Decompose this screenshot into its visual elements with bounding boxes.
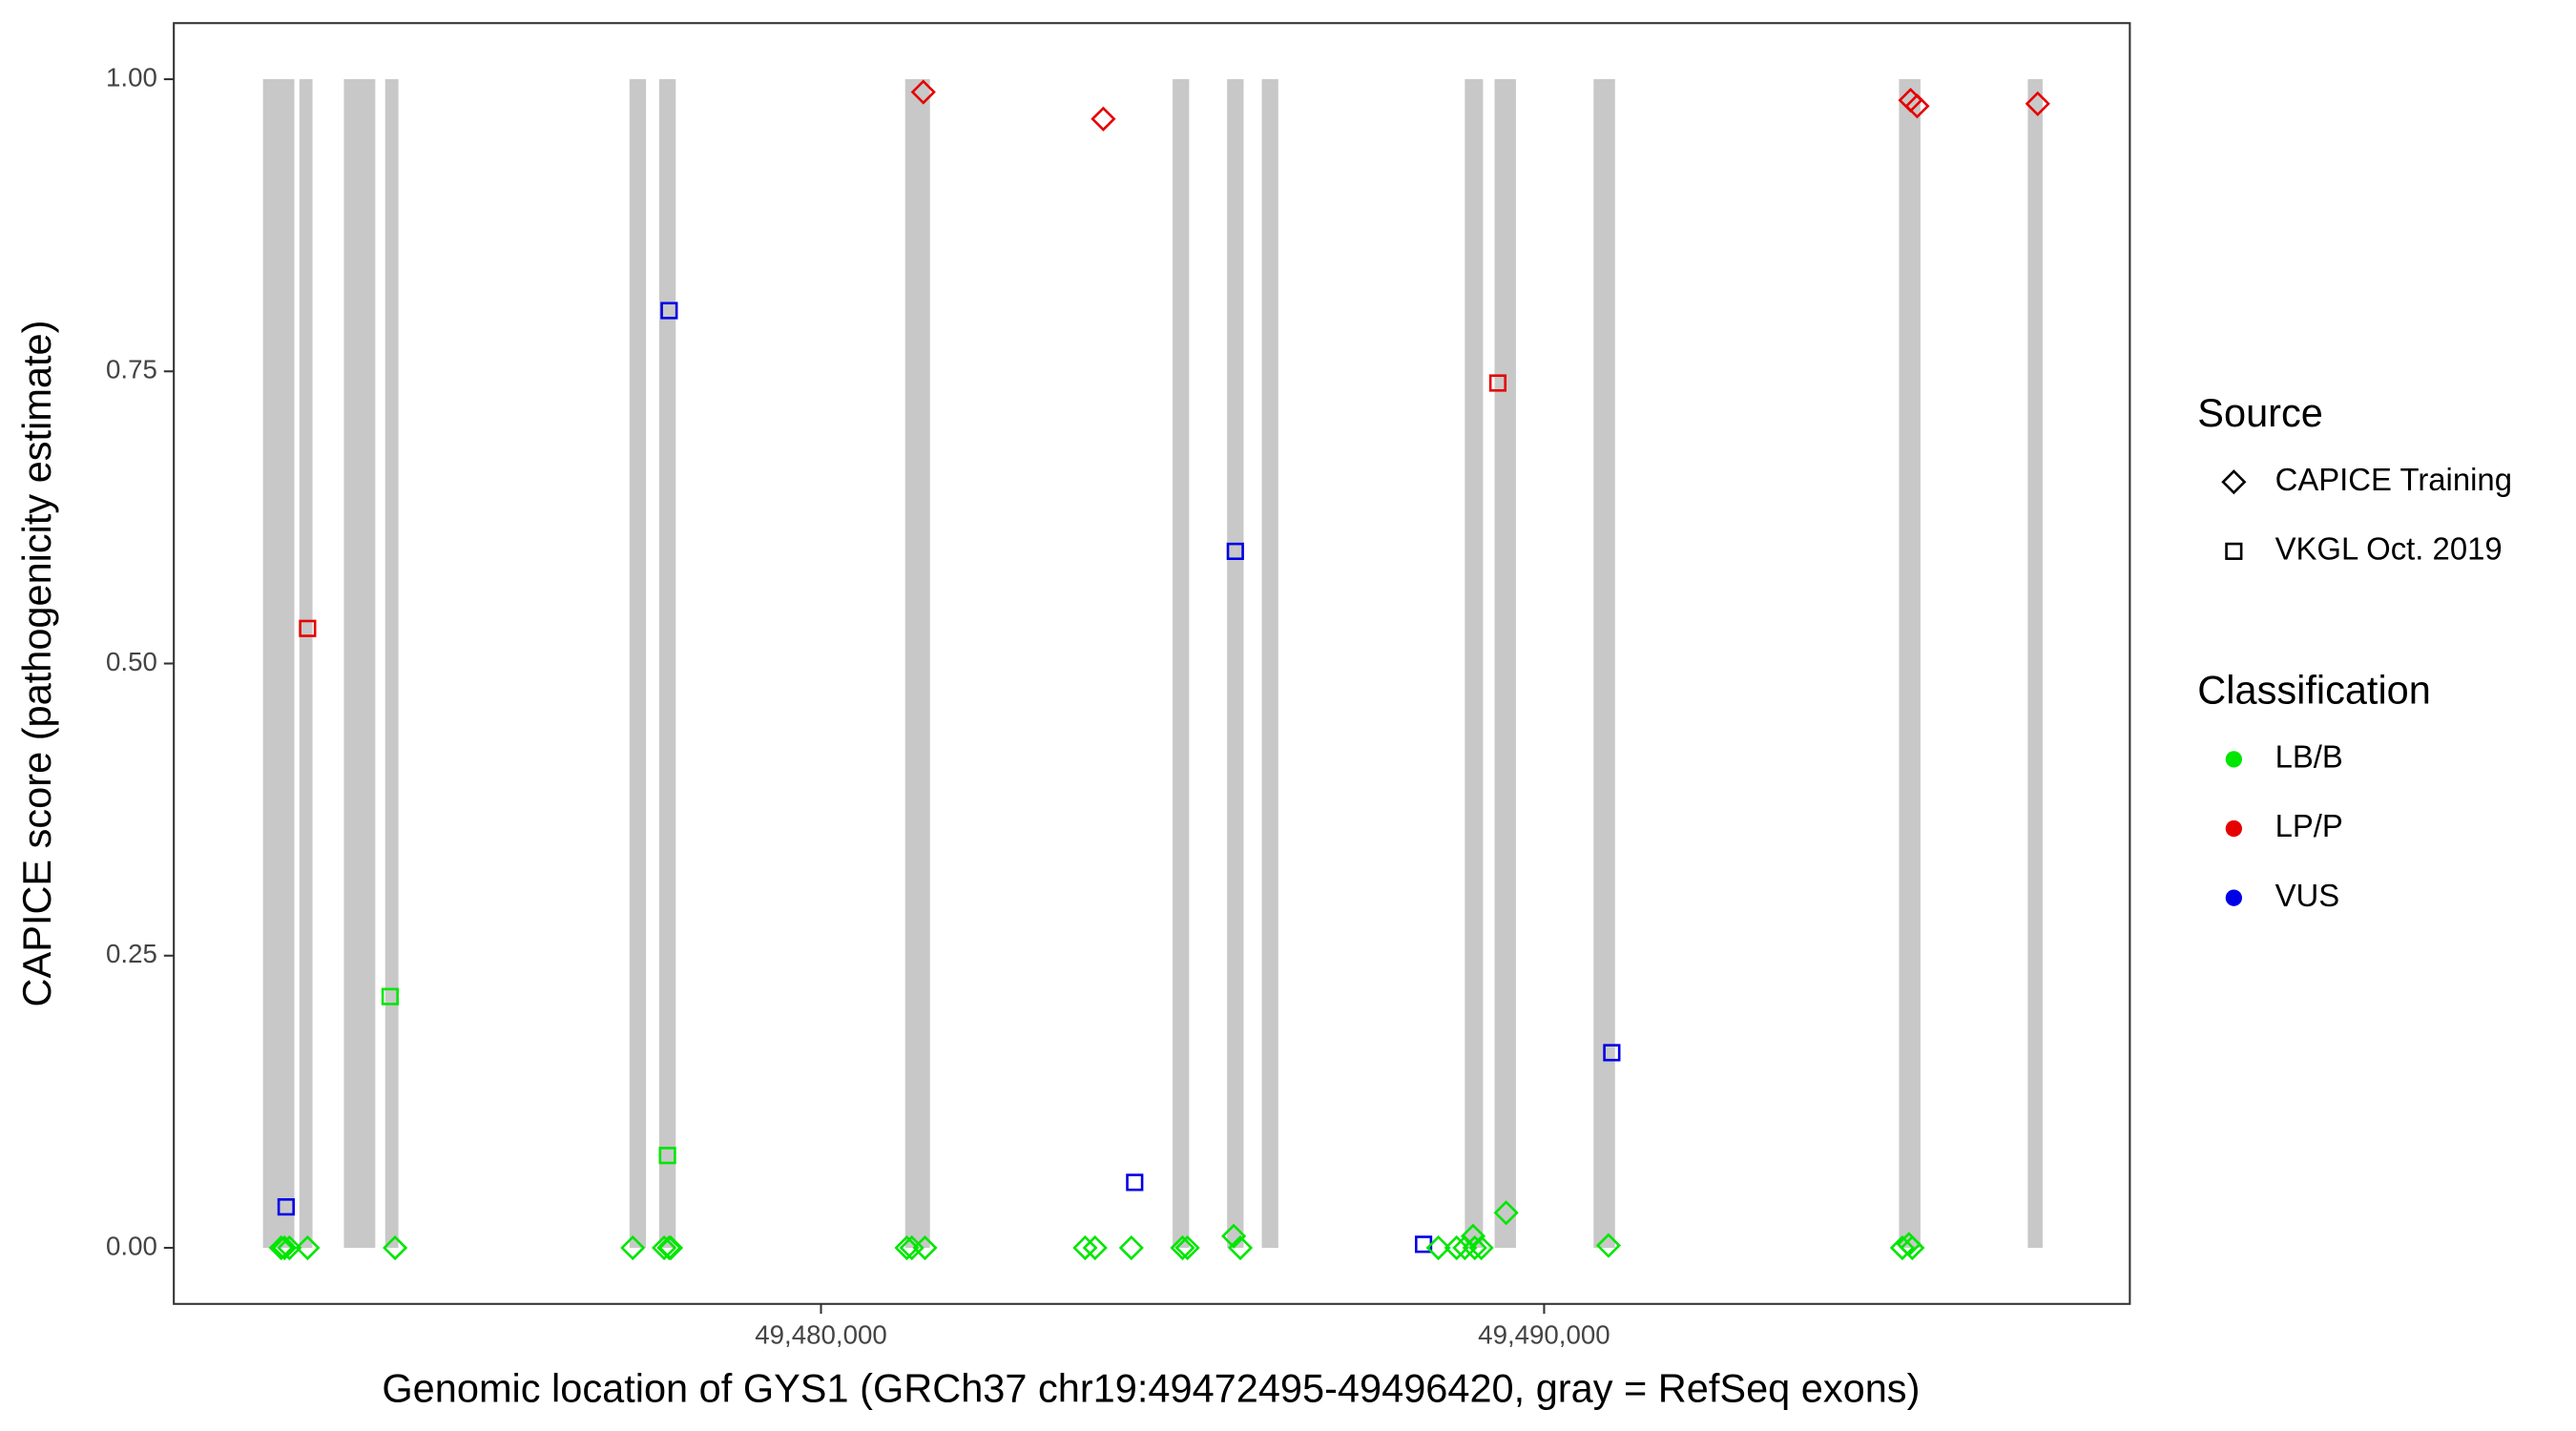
- point: [1072, 1234, 1098, 1261]
- legend-swatch: [2225, 819, 2242, 838]
- point: [1603, 1044, 1621, 1062]
- y-tick-label: 1.00: [106, 62, 157, 92]
- plot-area: [262, 79, 2050, 1261]
- point: [2025, 91, 2050, 116]
- point: [1889, 1234, 1915, 1261]
- point: [1493, 1200, 1519, 1226]
- point: [912, 1234, 938, 1261]
- point: [1468, 1234, 1494, 1261]
- point: [277, 1198, 295, 1216]
- y-tick-label: 0.50: [106, 647, 157, 676]
- legend-label: CAPICE Training: [2275, 462, 2512, 497]
- point: [894, 1234, 920, 1261]
- point: [1595, 1233, 1621, 1258]
- point: [295, 1234, 321, 1261]
- legend-label: LB/B: [2275, 739, 2343, 775]
- point: [1425, 1234, 1451, 1261]
- point: [657, 1234, 684, 1261]
- point: [658, 1147, 676, 1165]
- point: [2221, 469, 2247, 495]
- point: [383, 1234, 408, 1261]
- y-tick-label: 0.00: [106, 1231, 157, 1260]
- point: [652, 1234, 677, 1261]
- exon: [1173, 79, 1190, 1248]
- x-axis-title: Genomic location of GYS1 (GRCh37 chr19:4…: [382, 1365, 1920, 1410]
- point: [381, 987, 399, 1006]
- point: [1904, 93, 1930, 119]
- exon: [1593, 79, 1615, 1248]
- legend-title: Classification: [2197, 668, 2431, 713]
- point: [1126, 1173, 1144, 1192]
- point: [910, 79, 936, 105]
- legend-swatch: [2225, 751, 2242, 768]
- exon: [1494, 79, 1516, 1248]
- point: [1170, 1234, 1195, 1261]
- point: [1900, 1234, 1925, 1261]
- exon: [658, 79, 676, 1248]
- exon: [299, 79, 313, 1248]
- exon: [904, 79, 930, 1248]
- point: [1174, 1234, 1200, 1261]
- exon: [384, 79, 399, 1248]
- y-tick-label: 0.25: [106, 939, 157, 968]
- point: [272, 1234, 298, 1261]
- point: [1082, 1234, 1108, 1261]
- exon: [1261, 79, 1278, 1248]
- point: [1118, 1234, 1144, 1261]
- exon: [343, 79, 376, 1248]
- legend-label: LP/P: [2275, 808, 2343, 843]
- exon: [2027, 79, 2043, 1248]
- exon: [1899, 79, 1921, 1248]
- point: [1221, 1223, 1247, 1249]
- exon: [1465, 79, 1484, 1248]
- x-tick-label: 49,490,000: [1478, 1320, 1610, 1350]
- point: [1226, 542, 1244, 560]
- exon: [1227, 79, 1244, 1248]
- y-tick-label: 0.75: [106, 355, 157, 384]
- point: [660, 301, 678, 320]
- legend-label: VUS: [2275, 878, 2340, 913]
- y-axis-title: CAPICE score (pathogenicity estimate): [14, 321, 59, 1007]
- point: [2225, 542, 2243, 560]
- legend-label: VKGL Oct. 2019: [2275, 531, 2503, 567]
- x-tick-label: 49,480,000: [755, 1320, 886, 1350]
- point: [299, 619, 317, 637]
- point: [1462, 1234, 1487, 1261]
- exon: [629, 79, 647, 1248]
- point: [277, 1234, 302, 1261]
- exon: [262, 79, 295, 1248]
- point: [1488, 374, 1507, 392]
- point: [268, 1234, 294, 1261]
- legend-swatch: [2225, 889, 2242, 906]
- point: [620, 1234, 646, 1261]
- point: [1227, 1234, 1254, 1261]
- point: [1444, 1234, 1469, 1261]
- legend-title: Source: [2197, 390, 2323, 435]
- point: [1091, 106, 1116, 132]
